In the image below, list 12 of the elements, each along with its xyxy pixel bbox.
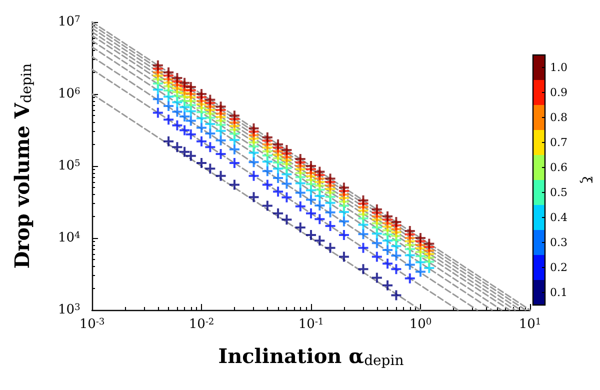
color-bar-label: 0.3 [550,236,568,249]
color-bar-label: 0.1 [550,286,568,299]
color-bar-label: 0.2 [550,261,568,274]
color-bar-label: 0.9 [550,86,568,99]
color-bar-label: 1.0 [550,61,568,74]
color-bar-label: 0.8 [550,111,568,124]
y-axis-title: Drop volume Vdepin [10,63,35,269]
color-bar-title: ξ [578,176,594,184]
color-bar-label: 0.7 [550,136,568,149]
color-bar-label: 0.6 [550,161,568,174]
color-bar-label: 0.4 [550,211,568,224]
color-bar-label: 0.5 [550,186,568,199]
